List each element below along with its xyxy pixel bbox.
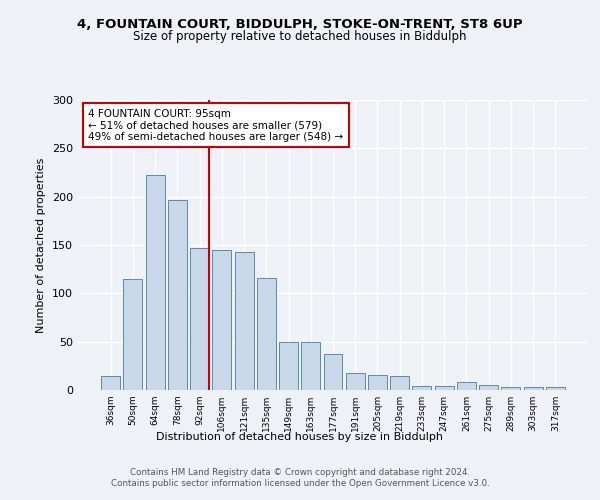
Bar — [502, 387, 520, 390]
Bar — [368, 374, 387, 390]
Bar — [346, 372, 365, 390]
Bar — [279, 342, 298, 390]
Bar — [546, 387, 565, 390]
Bar — [190, 248, 209, 390]
Bar — [101, 376, 120, 390]
Text: Size of property relative to detached houses in Biddulph: Size of property relative to detached ho… — [133, 30, 467, 43]
Y-axis label: Number of detached properties: Number of detached properties — [37, 158, 46, 332]
Bar — [457, 382, 476, 390]
Bar — [390, 376, 409, 390]
Text: 4, FOUNTAIN COURT, BIDDULPH, STOKE-ON-TRENT, ST8 6UP: 4, FOUNTAIN COURT, BIDDULPH, STOKE-ON-TR… — [77, 18, 523, 30]
Bar — [124, 279, 142, 390]
Bar — [146, 176, 164, 390]
Bar — [212, 250, 231, 390]
Bar — [435, 386, 454, 390]
Bar — [301, 342, 320, 390]
Text: Contains HM Land Registry data © Crown copyright and database right 2024.
Contai: Contains HM Land Registry data © Crown c… — [110, 468, 490, 487]
Bar — [257, 278, 276, 390]
Bar — [412, 386, 431, 390]
Bar — [168, 200, 187, 390]
Text: Distribution of detached houses by size in Biddulph: Distribution of detached houses by size … — [157, 432, 443, 442]
Bar — [323, 354, 343, 390]
Bar — [479, 385, 498, 390]
Bar — [524, 387, 542, 390]
Text: 4 FOUNTAIN COURT: 95sqm
← 51% of detached houses are smaller (579)
49% of semi-d: 4 FOUNTAIN COURT: 95sqm ← 51% of detache… — [88, 108, 343, 142]
Bar — [235, 252, 254, 390]
